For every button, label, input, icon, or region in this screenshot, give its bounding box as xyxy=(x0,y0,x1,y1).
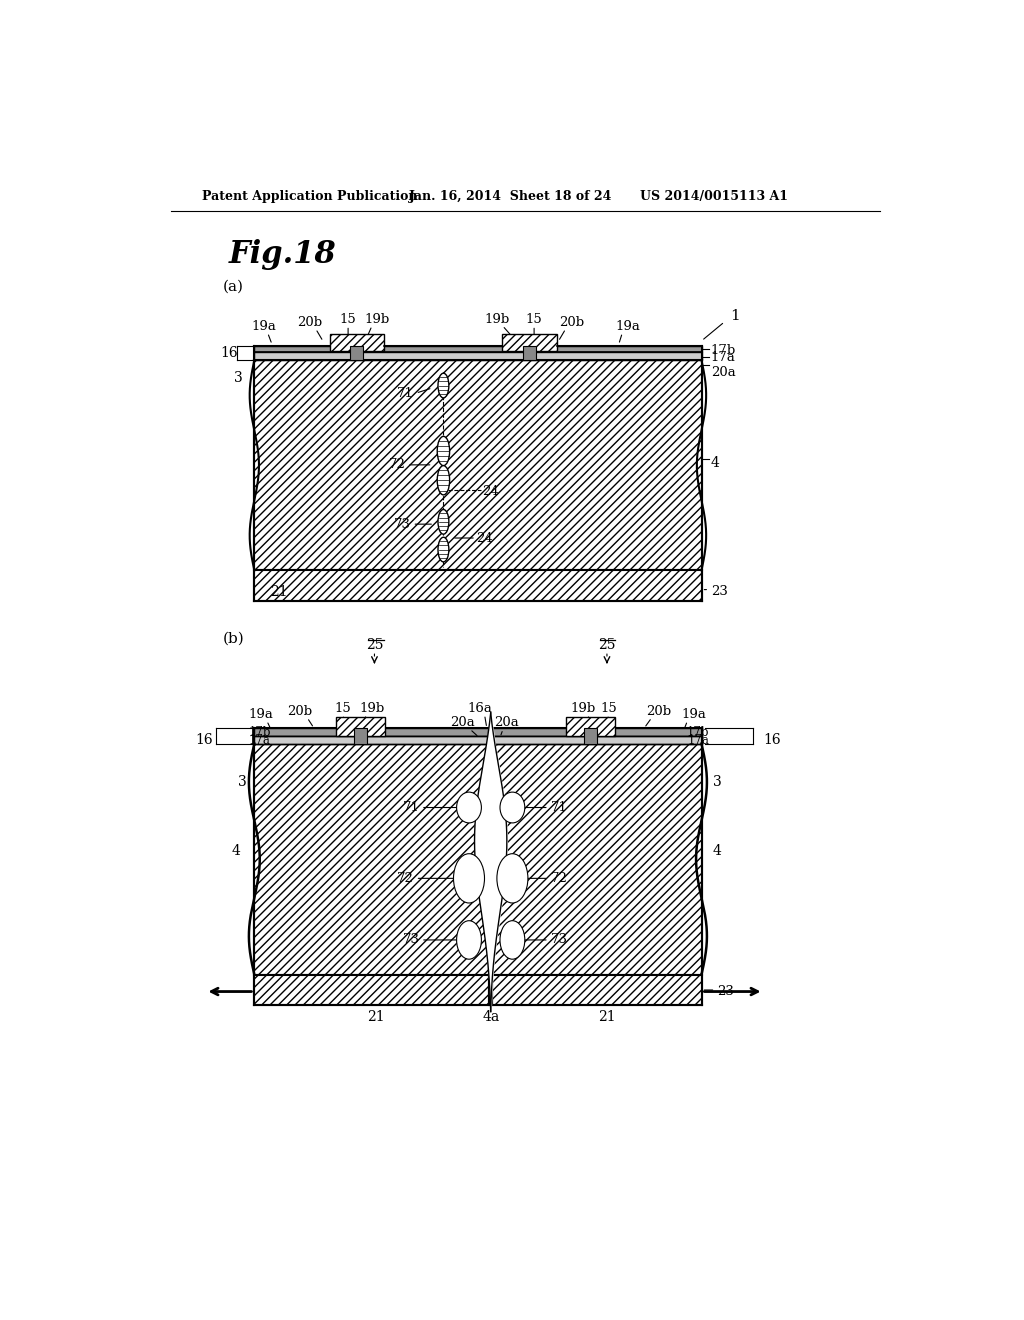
Ellipse shape xyxy=(457,921,481,960)
Ellipse shape xyxy=(438,374,449,397)
Text: 17b: 17b xyxy=(711,343,736,356)
Bar xyxy=(254,974,489,1006)
Text: 21: 21 xyxy=(368,1010,385,1024)
Ellipse shape xyxy=(437,466,450,495)
Text: 17a: 17a xyxy=(248,734,270,747)
Text: 20a: 20a xyxy=(450,717,474,730)
Text: 19a: 19a xyxy=(615,319,640,333)
Text: 73: 73 xyxy=(551,933,567,946)
Bar xyxy=(503,334,557,351)
Text: 71: 71 xyxy=(551,801,567,814)
Ellipse shape xyxy=(500,921,525,960)
Text: 17a: 17a xyxy=(711,351,735,363)
Bar xyxy=(566,718,615,737)
Text: 25: 25 xyxy=(598,638,615,652)
Bar xyxy=(254,352,701,360)
Text: 3: 3 xyxy=(234,371,244,385)
Text: 73: 73 xyxy=(394,517,411,531)
Text: Patent Application Publication: Patent Application Publication xyxy=(202,190,417,203)
Text: 20b: 20b xyxy=(288,705,312,718)
Ellipse shape xyxy=(437,437,450,466)
Text: 15: 15 xyxy=(334,702,351,714)
Text: 16: 16 xyxy=(196,733,213,747)
Text: 24: 24 xyxy=(476,532,493,545)
Text: 4: 4 xyxy=(713,845,722,858)
Text: 25: 25 xyxy=(366,638,383,652)
Bar xyxy=(254,570,701,601)
Text: 72: 72 xyxy=(397,871,414,884)
Ellipse shape xyxy=(438,510,449,535)
Bar xyxy=(523,346,536,360)
Text: 15: 15 xyxy=(340,313,356,326)
Text: (b): (b) xyxy=(222,632,245,645)
Ellipse shape xyxy=(454,854,484,903)
Text: Jan. 16, 2014  Sheet 18 of 24: Jan. 16, 2014 Sheet 18 of 24 xyxy=(409,190,612,203)
Text: 4: 4 xyxy=(711,455,720,470)
Text: 17b: 17b xyxy=(248,726,270,739)
Text: 71: 71 xyxy=(397,387,414,400)
Text: 16: 16 xyxy=(220,346,238,360)
Text: 20b: 20b xyxy=(646,705,672,718)
Bar xyxy=(330,334,384,351)
Text: 72: 72 xyxy=(388,458,406,471)
Bar xyxy=(350,346,362,360)
Text: 23: 23 xyxy=(711,585,728,598)
Text: 23: 23 xyxy=(717,985,734,998)
Bar xyxy=(254,729,489,737)
Ellipse shape xyxy=(500,792,525,822)
Text: 17b: 17b xyxy=(687,726,710,739)
Text: 19b: 19b xyxy=(365,313,390,326)
Bar xyxy=(585,729,597,743)
Text: 20b: 20b xyxy=(559,315,584,329)
Bar xyxy=(493,974,701,1006)
Ellipse shape xyxy=(457,792,481,822)
Ellipse shape xyxy=(438,537,449,562)
Bar xyxy=(336,718,385,737)
Text: (a): (a) xyxy=(222,280,244,293)
Text: 71: 71 xyxy=(402,801,419,814)
Text: 17a: 17a xyxy=(687,734,710,747)
Text: 20a: 20a xyxy=(495,717,519,730)
Bar xyxy=(354,729,367,743)
Bar xyxy=(493,743,701,974)
Text: 73: 73 xyxy=(402,933,420,946)
Text: 19b: 19b xyxy=(359,702,385,714)
Bar xyxy=(254,737,489,743)
Text: 1: 1 xyxy=(730,309,740,323)
Text: 3: 3 xyxy=(239,775,247,789)
Text: 72: 72 xyxy=(551,871,567,884)
Bar xyxy=(254,360,701,570)
Bar xyxy=(493,737,701,743)
Text: 19a: 19a xyxy=(681,708,707,721)
Text: 19b: 19b xyxy=(484,313,510,326)
Bar xyxy=(493,729,701,737)
Text: 19b: 19b xyxy=(570,702,596,714)
Text: 15: 15 xyxy=(525,313,543,326)
Text: 4: 4 xyxy=(232,845,241,858)
Text: 4a: 4a xyxy=(482,1010,500,1024)
Bar xyxy=(254,346,701,352)
Text: 20b: 20b xyxy=(298,315,323,329)
Text: US 2014/0015113 A1: US 2014/0015113 A1 xyxy=(640,190,787,203)
Text: 19a: 19a xyxy=(251,319,276,333)
Ellipse shape xyxy=(497,854,528,903)
Text: 21: 21 xyxy=(270,585,288,599)
Text: 15: 15 xyxy=(601,702,617,714)
Text: 16a: 16a xyxy=(467,702,493,714)
Text: Fig.18: Fig.18 xyxy=(228,239,337,271)
Text: 19a: 19a xyxy=(249,708,273,721)
Text: 20a: 20a xyxy=(711,366,735,379)
Text: 21: 21 xyxy=(598,1010,615,1024)
Text: 3: 3 xyxy=(713,775,721,789)
Text: 24: 24 xyxy=(482,484,499,498)
Bar xyxy=(254,743,489,974)
Text: 16: 16 xyxy=(764,733,781,747)
